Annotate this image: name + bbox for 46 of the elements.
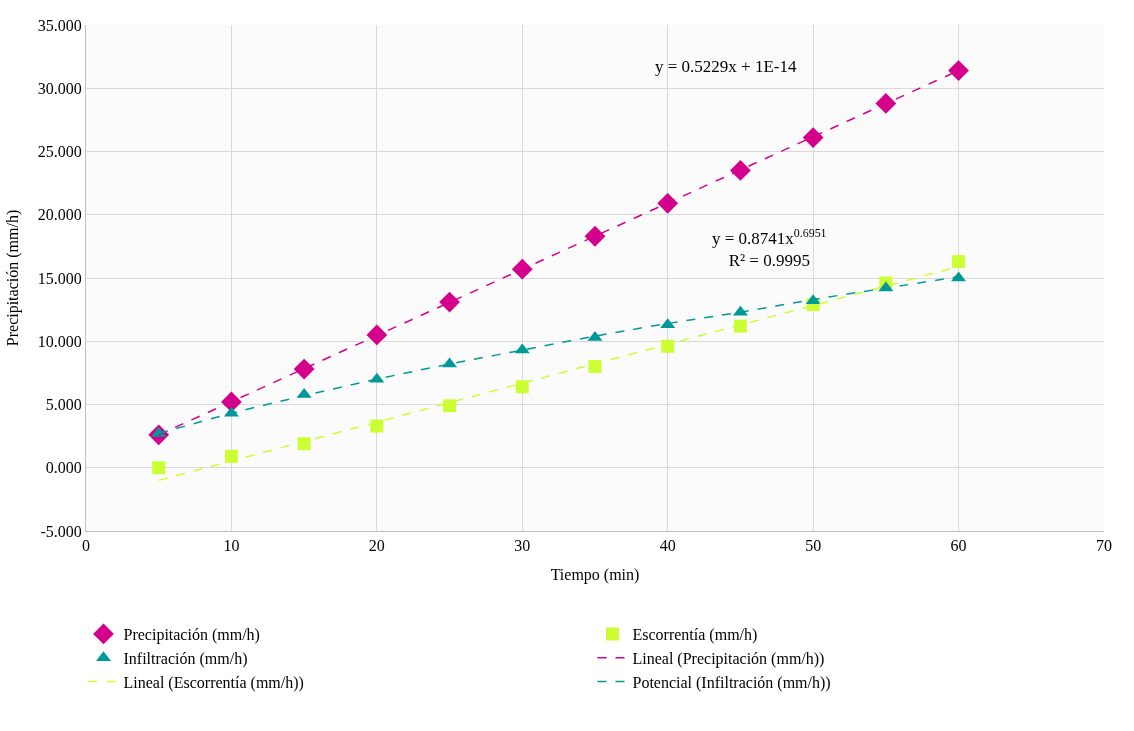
- point: [370, 419, 384, 433]
- legend-label: Lineal (Escorrentía (mm/h)): [123, 673, 304, 692]
- y-axis-title: Precipitación (mm/h): [3, 209, 22, 347]
- legend-label: Precipitación (mm/h): [123, 626, 260, 645]
- point: [588, 360, 602, 374]
- point: [443, 399, 457, 413]
- legend-label: Escorrentía (mm/h): [632, 626, 758, 645]
- point: [584, 225, 606, 247]
- y-tick-label: 5.000: [45, 396, 82, 414]
- point: [515, 380, 529, 394]
- legend-label: Infiltración (mm/h): [123, 649, 248, 668]
- annotation: y = 0.8741x$^{0.6951}$ R² = 0.9995: [712, 226, 827, 271]
- point: [224, 449, 238, 463]
- x-tick-label: 10: [223, 537, 240, 555]
- y-tick-label: 25.000: [37, 143, 82, 161]
- y-tick-label: 30.000: [37, 79, 82, 97]
- point: [293, 358, 315, 380]
- y-tick-label: -5.000: [40, 522, 82, 540]
- y-tick-label: 20.000: [37, 206, 82, 224]
- point: [730, 160, 751, 181]
- point: [657, 192, 679, 214]
- x-tick-label: 60: [950, 537, 967, 555]
- x-tick-label: 50: [805, 537, 822, 555]
- legend-label: Lineal (Precipitación (mm/h)): [632, 649, 825, 668]
- point: [152, 461, 166, 475]
- y-tick-label: 15.000: [37, 269, 82, 287]
- y-tick-label: 35.000: [37, 16, 82, 34]
- point: [297, 437, 311, 451]
- point: [952, 255, 966, 269]
- y-tick-label: 0.000: [45, 459, 82, 477]
- x-tick-label: 0: [82, 537, 90, 555]
- point: [802, 127, 824, 148]
- point: [511, 258, 533, 280]
- y-tick-label: 10.000: [37, 332, 82, 350]
- x-tick-label: 30: [514, 537, 531, 555]
- point: [366, 324, 388, 346]
- point: [948, 60, 969, 81]
- annotation: y = 0.5229x + 1E-14: [655, 57, 797, 76]
- x-tick-label: 70: [1096, 537, 1112, 555]
- point: [875, 93, 897, 114]
- x-axis-title: Tiempo (min): [550, 565, 640, 584]
- point: [661, 339, 675, 353]
- legend-label: Potencial (Infiltración (mm/h)): [632, 673, 831, 692]
- point: [733, 319, 747, 333]
- x-tick-label: 20: [368, 537, 385, 555]
- x-tick-label: 40: [659, 537, 676, 555]
